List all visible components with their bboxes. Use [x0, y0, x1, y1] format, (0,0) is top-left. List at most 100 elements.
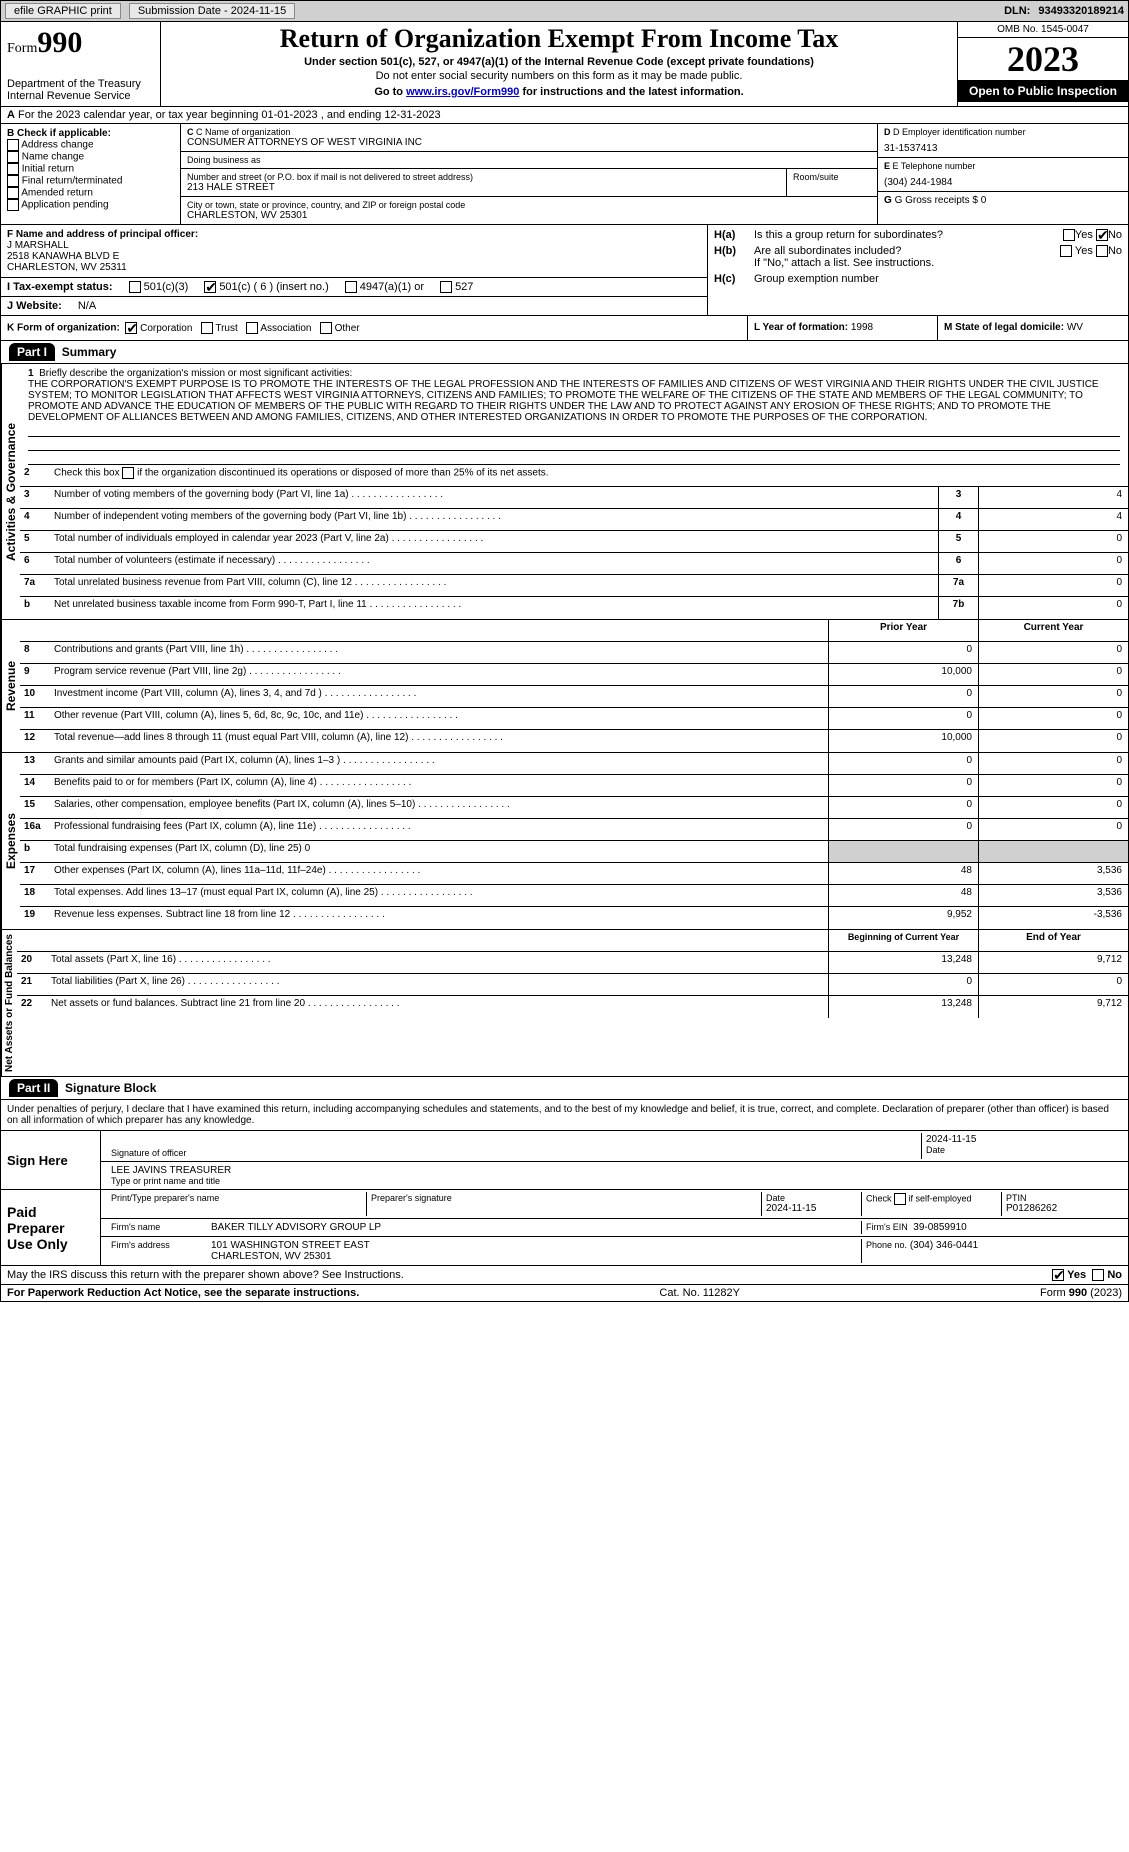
submission-date-button[interactable]: Submission Date - 2024-11-15: [129, 3, 295, 19]
hb-yes[interactable]: Yes: [1060, 245, 1093, 257]
firm-phone-label: Phone no.: [866, 1240, 907, 1250]
chk-trust[interactable]: Trust: [201, 323, 238, 334]
table-row: 22Net assets or fund balances. Subtract …: [17, 996, 1128, 1018]
perjury-declaration: Under penalties of perjury, I declare th…: [0, 1100, 1129, 1131]
self-employed-check[interactable]: Check if self-employed: [862, 1192, 1002, 1216]
subtitle-1: Under section 501(c), 527, or 4947(a)(1)…: [167, 56, 951, 68]
line1-text: Briefly describe the organization's miss…: [39, 368, 352, 379]
chk-association[interactable]: Association: [246, 323, 311, 334]
part1-net-assets: Net Assets or Fund Balances Beginning of…: [0, 930, 1129, 1077]
street-label: Number and street (or P.O. box if mail i…: [187, 172, 780, 182]
part1-governance: Activities & Governance 1 Briefly descri…: [0, 364, 1129, 620]
hc-text: Group exemption number: [754, 273, 879, 285]
firm-name-label: Firm's name: [107, 1221, 207, 1234]
discuss-yes[interactable]: Yes: [1052, 1269, 1086, 1281]
gov-row: bNet unrelated business taxable income f…: [20, 597, 1128, 619]
subtitle-2: Do not enter social security numbers on …: [167, 70, 951, 82]
ha-yes[interactable]: Yes: [1063, 229, 1093, 241]
subtitle-3: Go to www.irs.gov/Form990 for instructio…: [167, 86, 951, 98]
chk-amended-return[interactable]: Amended return: [7, 187, 174, 199]
chk-discontinued[interactable]: [122, 467, 134, 479]
form-number: Form990: [7, 26, 154, 60]
form990-link[interactable]: www.irs.gov/Form990: [406, 86, 519, 98]
table-row: 16aProfessional fundraising fees (Part I…: [20, 819, 1128, 841]
col-current-year: Current Year: [978, 620, 1128, 641]
ha-no[interactable]: No: [1096, 229, 1122, 241]
table-row: 9Program service revenue (Part VIII, lin…: [20, 664, 1128, 686]
sig-date-label: Date: [926, 1145, 1118, 1155]
ein-label: D D Employer identification number: [884, 127, 1122, 137]
section-bcd: B Check if applicable: Address change Na…: [0, 124, 1129, 225]
ha-label: H(a): [714, 229, 754, 241]
ha-text: Is this a group return for subordinates?: [754, 229, 1063, 241]
table-row: 13Grants and similar amounts paid (Part …: [20, 753, 1128, 775]
hb-label: H(b): [714, 245, 754, 257]
firm-phone: (304) 346-0441: [910, 1240, 978, 1251]
officer-addr1: 2518 KANAWHA BLVD E: [7, 251, 701, 262]
gov-row: 7aTotal unrelated business revenue from …: [20, 575, 1128, 597]
gross-label: G Gross receipts $: [895, 195, 978, 206]
table-row: 10Investment income (Part VIII, column (…: [20, 686, 1128, 708]
preparer-date-label: Date: [766, 1193, 857, 1203]
year-formation-label: L Year of formation:: [754, 322, 848, 333]
row-a-tax-year: A For the 2023 calendar year, or tax yea…: [0, 107, 1129, 124]
chk-501c[interactable]: 501(c) ( 6 ) (insert no.): [204, 281, 328, 293]
table-row: 14Benefits paid to or for members (Part …: [20, 775, 1128, 797]
room-label: Room/suite: [793, 172, 871, 182]
firm-ein-label: Firm's EIN: [866, 1222, 908, 1232]
state-domicile-label: M State of legal domicile:: [944, 322, 1064, 333]
table-row: 21Total liabilities (Part X, line 26) 00: [17, 974, 1128, 996]
chk-corporation[interactable]: Corporation: [125, 323, 192, 334]
page-footer: For Paperwork Reduction Act Notice, see …: [0, 1285, 1129, 1302]
firm-name: BAKER TILLY ADVISORY GROUP LP: [207, 1221, 862, 1234]
form-header: Form990 Department of the Treasury Inter…: [0, 22, 1129, 107]
dln-value: 93493320189214: [1038, 5, 1124, 17]
chk-name-change[interactable]: Name change: [7, 151, 174, 163]
line1-num: 1: [28, 368, 34, 379]
preparer-sig-label: Preparer's signature: [371, 1193, 757, 1203]
sign-here-label: Sign Here: [1, 1131, 101, 1189]
table-row: 18Total expenses. Add lines 13–17 (must …: [20, 885, 1128, 907]
org-name-label: C C Name of organization: [187, 127, 871, 137]
gov-row: 3Number of voting members of the governi…: [20, 487, 1128, 509]
officer-label: F Name and address of principal officer:: [7, 229, 701, 240]
discuss-no[interactable]: No: [1092, 1269, 1122, 1281]
firm-addr-label: Firm's address: [107, 1239, 207, 1263]
hb-note: If "No," attach a list. See instructions…: [754, 257, 1122, 269]
dln-label: DLN:: [1004, 5, 1030, 17]
chk-final-return[interactable]: Final return/terminated: [7, 175, 174, 187]
vert-revenue: Revenue: [1, 620, 20, 752]
sig-name-label: Type or print name and title: [111, 1176, 1118, 1186]
tel-label: E E Telephone number: [884, 161, 1122, 171]
mission-text: THE CORPORATION'S EXEMPT PURPOSE IS TO P…: [28, 379, 1099, 423]
chk-address-change[interactable]: Address change: [7, 139, 174, 151]
gross-value: 0: [981, 195, 987, 206]
firm-addr2: CHARLESTON, WV 25301: [211, 1251, 857, 1262]
chk-501c3[interactable]: 501(c)(3): [129, 281, 189, 293]
cat-number: Cat. No. 11282Y: [659, 1287, 740, 1299]
dept-treasury: Department of the Treasury: [7, 78, 154, 90]
website-label: J Website:: [7, 300, 62, 312]
preparer-name-label: Print/Type preparer's name: [111, 1193, 362, 1203]
hb-no[interactable]: No: [1096, 245, 1122, 257]
tel-value: (304) 244-1984: [884, 177, 1122, 188]
table-row: 19Revenue less expenses. Subtract line 1…: [20, 907, 1128, 929]
website-value: N/A: [78, 300, 96, 312]
topbar: efile GRAPHIC print Submission Date - 20…: [0, 0, 1129, 22]
dept-irs: Internal Revenue Service: [7, 90, 154, 102]
chk-application-pending[interactable]: Application pending: [7, 199, 174, 211]
part1-revenue: Revenue Prior Year Current Year 8Contrib…: [0, 620, 1129, 753]
chk-initial-return[interactable]: Initial return: [7, 163, 174, 175]
ptin-value: P01286262: [1006, 1203, 1118, 1214]
gov-row: 6Total number of volunteers (estimate if…: [20, 553, 1128, 575]
table-row: 11Other revenue (Part VIII, column (A), …: [20, 708, 1128, 730]
form-page: Form 990 (2023): [1040, 1287, 1122, 1299]
chk-4947[interactable]: 4947(a)(1) or: [345, 281, 424, 293]
efile-button[interactable]: efile GRAPHIC print: [5, 3, 121, 19]
dba-label: Doing business as: [187, 155, 871, 165]
org-name: CONSUMER ATTORNEYS OF WEST VIRGINIA INC: [187, 137, 871, 148]
chk-527[interactable]: 527: [440, 281, 473, 293]
chk-other[interactable]: Other: [320, 323, 360, 334]
table-row: 17Other expenses (Part IX, column (A), l…: [20, 863, 1128, 885]
year-formation: 1998: [851, 322, 873, 333]
